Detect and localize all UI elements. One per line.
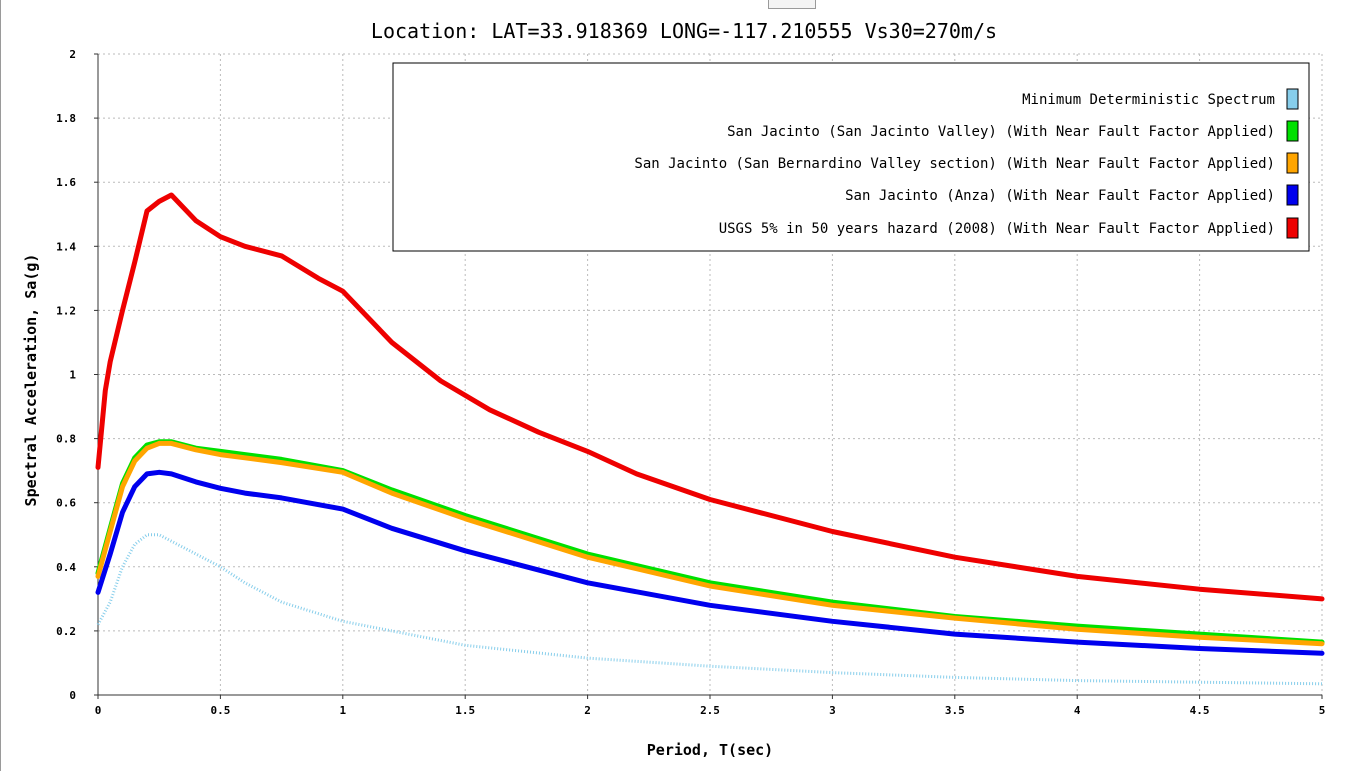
y-tick-label: 1.2 <box>56 304 76 317</box>
y-tick-label: 2 <box>69 48 76 61</box>
series-line-4 <box>95 192 1325 602</box>
x-axis-label: Period, T(sec) <box>647 741 773 759</box>
y-tick-label: 0.8 <box>56 433 76 446</box>
legend-entry-label: Minimum Deterministic Spectrum <box>1022 92 1275 108</box>
x-ticks: 0 0.5 1 1.5 2 2.5 3 3.5 4 4.5 5 <box>95 695 1326 717</box>
y-axis-label: Spectral Acceleration, Sa(g) <box>22 254 40 507</box>
y-tick-label: 0.2 <box>56 625 76 638</box>
top-control-tab <box>768 0 816 9</box>
y-tick-label: 0.4 <box>56 561 76 574</box>
x-tick-label: 2.5 <box>700 704 720 717</box>
x-tick-label: 1.5 <box>455 704 475 717</box>
series-lines <box>95 192 1325 686</box>
legend-swatch <box>1286 217 1299 239</box>
legend-swatch <box>1286 184 1299 206</box>
x-tick-label: 2 <box>584 704 591 717</box>
x-tick-label: 5 <box>1319 704 1326 717</box>
series-line-2 <box>95 440 1325 647</box>
series-line-3 <box>95 469 1325 656</box>
legend-entry-label: San Jacinto (Anza) (With Near Fault Fact… <box>845 188 1275 204</box>
y-ticks: 0 0.2 0.4 0.6 0.8 1 1.2 1.4 1.6 1.8 2 <box>56 48 98 702</box>
series-line-0 <box>96 533 1323 686</box>
x-tick-label: 1 <box>339 704 346 717</box>
legend-swatch <box>1286 88 1299 110</box>
legend: Minimum Deterministic Spectrum San Jacint… <box>392 62 1310 252</box>
x-tick-label: 3 <box>829 704 836 717</box>
y-tick-label: 1.8 <box>56 112 76 125</box>
series-line-1 <box>95 439 1325 645</box>
y-tick-label: 0 <box>69 689 76 702</box>
legend-entry-label: San Jacinto (San Jacinto Valley) (With N… <box>727 124 1275 140</box>
legend-swatch <box>1286 152 1299 174</box>
x-tick-label: 3.5 <box>945 704 965 717</box>
legend-entry-label: San Jacinto (San Bernardino Valley secti… <box>634 156 1275 172</box>
x-tick-label: 4 <box>1074 704 1081 717</box>
y-tick-label: 1.4 <box>56 240 76 253</box>
x-tick-label: 0.5 <box>210 704 230 717</box>
legend-box <box>392 62 1310 252</box>
y-tick-label: 0.6 <box>56 497 76 510</box>
chart-title: Location: LAT=33.918369 LONG=-117.210555… <box>371 19 997 43</box>
legend-entry-label: USGS 5% in 50 years hazard (2008) (With … <box>719 221 1275 237</box>
x-tick-label: 4.5 <box>1190 704 1210 717</box>
y-tick-label: 1 <box>69 369 76 382</box>
y-tick-label: 1.6 <box>56 176 76 189</box>
legend-swatch <box>1286 120 1299 142</box>
x-tick-label: 0 <box>95 704 102 717</box>
